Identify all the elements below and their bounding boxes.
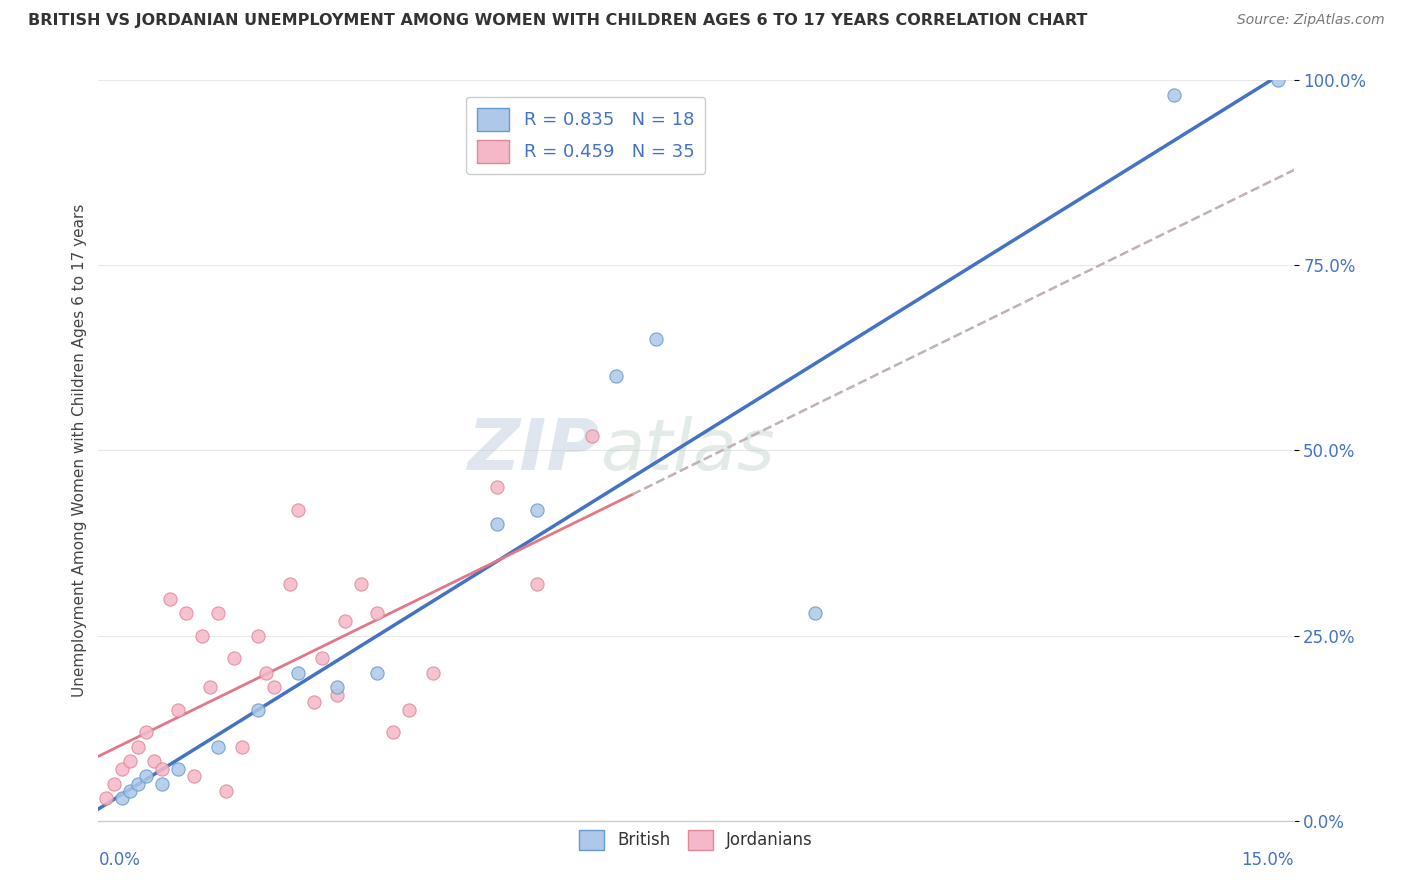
Point bbox=[326, 681, 349, 695]
Text: 0.0%: 0.0% bbox=[98, 851, 141, 869]
Point bbox=[127, 776, 149, 791]
Point bbox=[167, 762, 190, 776]
Point bbox=[302, 695, 325, 709]
Point bbox=[287, 665, 309, 680]
Point bbox=[103, 776, 125, 791]
Point bbox=[526, 576, 548, 591]
Point bbox=[1267, 73, 1289, 87]
Point bbox=[335, 614, 357, 628]
Point bbox=[111, 791, 134, 805]
Y-axis label: Unemployment Among Women with Children Ages 6 to 17 years: Unemployment Among Women with Children A… bbox=[72, 203, 87, 698]
Point bbox=[191, 628, 214, 642]
Point bbox=[215, 784, 238, 798]
Point bbox=[120, 755, 142, 769]
Point bbox=[326, 688, 349, 702]
Point bbox=[254, 665, 277, 680]
Point bbox=[804, 607, 827, 621]
Point bbox=[485, 481, 508, 495]
Point bbox=[150, 762, 173, 776]
Text: ZIP: ZIP bbox=[468, 416, 600, 485]
Point bbox=[287, 502, 309, 516]
Point bbox=[150, 776, 173, 791]
Legend: British, Jordanians: British, Jordanians bbox=[572, 823, 820, 856]
Point bbox=[278, 576, 301, 591]
Point bbox=[366, 665, 388, 680]
Point bbox=[485, 517, 508, 532]
Point bbox=[183, 769, 205, 783]
Point bbox=[135, 724, 157, 739]
Text: BRITISH VS JORDANIAN UNEMPLOYMENT AMONG WOMEN WITH CHILDREN AGES 6 TO 17 YEARS C: BRITISH VS JORDANIAN UNEMPLOYMENT AMONG … bbox=[28, 13, 1087, 29]
Point bbox=[120, 784, 142, 798]
Text: atlas: atlas bbox=[600, 416, 775, 485]
Point bbox=[167, 703, 190, 717]
Point bbox=[605, 369, 627, 384]
Point bbox=[366, 607, 388, 621]
Point bbox=[111, 762, 134, 776]
Point bbox=[135, 769, 157, 783]
Point bbox=[581, 428, 603, 442]
Text: Source: ZipAtlas.com: Source: ZipAtlas.com bbox=[1237, 13, 1385, 28]
Point bbox=[174, 607, 197, 621]
Point bbox=[198, 681, 221, 695]
Point bbox=[96, 791, 118, 805]
Point bbox=[222, 650, 245, 665]
Point bbox=[207, 607, 229, 621]
Point bbox=[350, 576, 373, 591]
Point bbox=[526, 502, 548, 516]
Point bbox=[127, 739, 149, 754]
Point bbox=[1163, 88, 1185, 103]
Point bbox=[398, 703, 420, 717]
Point bbox=[311, 650, 333, 665]
Point bbox=[207, 739, 229, 754]
Point bbox=[382, 724, 405, 739]
Point bbox=[159, 591, 181, 606]
Point bbox=[246, 628, 269, 642]
Point bbox=[246, 703, 269, 717]
Point bbox=[231, 739, 253, 754]
Point bbox=[645, 333, 668, 347]
Text: 15.0%: 15.0% bbox=[1241, 851, 1294, 869]
Point bbox=[143, 755, 166, 769]
Point bbox=[422, 665, 444, 680]
Point bbox=[263, 681, 285, 695]
